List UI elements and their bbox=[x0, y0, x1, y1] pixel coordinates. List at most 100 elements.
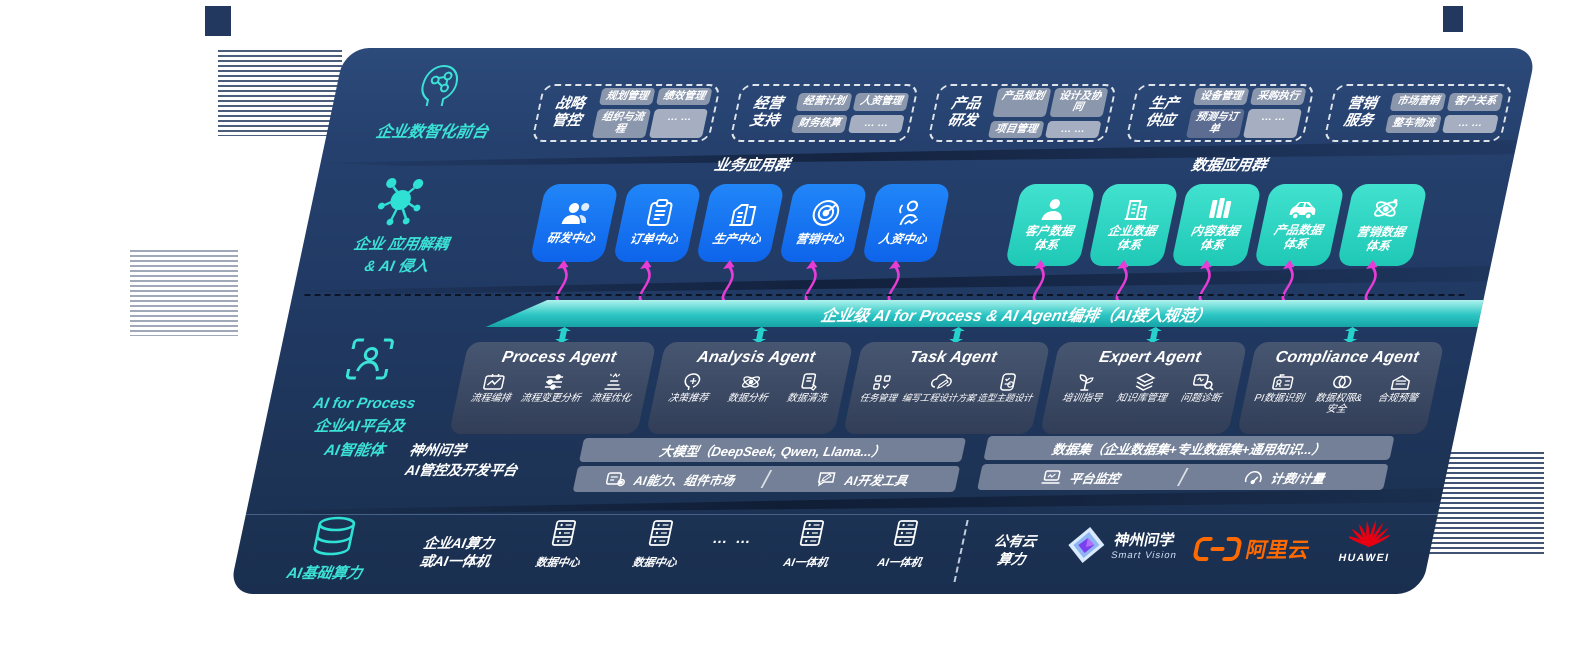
cell-monitor: 平台监控 bbox=[978, 468, 1184, 487]
card-marketing-data: 营销数据 体系 bbox=[1336, 184, 1429, 266]
card-label: 人资中心 bbox=[877, 232, 929, 247]
huawei-name: HUAWEI bbox=[1337, 552, 1391, 564]
glitch-square-top-left bbox=[205, 6, 231, 36]
tag: 人资管理 bbox=[852, 93, 910, 111]
tag: 采购执行 bbox=[1249, 87, 1307, 106]
tag: 预测与订单 bbox=[1185, 109, 1245, 139]
agent-title: Process Agent bbox=[500, 349, 619, 366]
card-label: 产品数据 体系 bbox=[1272, 223, 1324, 251]
columns-icon bbox=[1209, 198, 1232, 219]
band-highlight bbox=[245, 514, 1438, 515]
card-customer-data: 客户数据 体系 bbox=[1004, 184, 1097, 266]
compute-ellipsis: … … bbox=[710, 530, 755, 547]
card-enterprise-data: 企业数据 体系 bbox=[1087, 184, 1180, 266]
alibaba-cloud-name: 阿里云 bbox=[1243, 539, 1312, 562]
architecture-diagram: 企业数智化前台 战略 管控 规划管理 绩效管理 组织与流程 … … 经营 支持 经营… bbox=[228, 48, 1538, 594]
card-label: 企业数据 体系 bbox=[1106, 224, 1158, 252]
decouple-molecule-icon bbox=[369, 174, 432, 228]
group-title: 营销 服务 bbox=[1342, 95, 1379, 129]
huawei-flower-icon bbox=[1346, 520, 1393, 548]
agent-item: 编写工程设计方案 bbox=[901, 373, 981, 404]
alert-mail-icon bbox=[1390, 375, 1411, 390]
target-icon bbox=[812, 200, 839, 227]
server-icon bbox=[551, 520, 577, 546]
tag-ellipsis: … … bbox=[1242, 109, 1302, 139]
agent-compliance: Compliance Agent PI数据识别 数据权限& 安全 合规预警 bbox=[1236, 342, 1445, 434]
agent-item: 数据权限& 安全 bbox=[1306, 373, 1372, 415]
card-label: 营销中心 bbox=[794, 232, 846, 247]
tag: 财务核算 bbox=[791, 115, 848, 133]
front-group-supply: 生产 供应 设备管理 采购执行 预测与订单 … … bbox=[1125, 84, 1316, 142]
tag: 规划管理 bbox=[598, 87, 656, 106]
grid-gear-icon bbox=[605, 472, 625, 487]
design-check-icon bbox=[1000, 373, 1017, 391]
atom-icon bbox=[1374, 199, 1398, 217]
enterprise-compute-label: 企业AI算力 或AI一体机 bbox=[418, 535, 496, 570]
atom-small-icon bbox=[741, 376, 761, 388]
agent-title: Task Agent bbox=[907, 349, 999, 366]
platform-cells-right: 平台监控 计费/计量 bbox=[977, 464, 1389, 490]
node-ai-appliance-2: AI一体机 bbox=[874, 520, 933, 570]
stripe-decoration-left bbox=[130, 250, 238, 336]
front-group-product: 产品 研发 产品规划 设计及协同 项目管理 … … bbox=[927, 84, 1118, 142]
tag-ellipsis: … … bbox=[1044, 120, 1102, 139]
alibaba-cloud-icon bbox=[1193, 537, 1242, 561]
card-label: 客户数据 体系 bbox=[1023, 224, 1075, 252]
business-apps-title: 业务应用群 bbox=[712, 157, 792, 174]
digital-brain-icon bbox=[412, 62, 468, 110]
workflow-icon bbox=[483, 374, 505, 390]
building-icon bbox=[1124, 200, 1148, 221]
compute-divider-dashed bbox=[953, 520, 969, 582]
gauge-icon bbox=[1245, 471, 1262, 485]
data-apps-title: 数据应用群 bbox=[1189, 157, 1269, 174]
ai-bus-label: 企业级 AI for Process & AI Agent编排（AI接入规范） bbox=[819, 307, 1213, 325]
agent-item: 流程优化 bbox=[581, 373, 644, 405]
agent-title: Expert Agent bbox=[1097, 349, 1203, 366]
card-hr-center: 人资中心 bbox=[861, 184, 952, 262]
tag: 客户关系 bbox=[1446, 93, 1504, 111]
front-group-operation: 经营 支持 经营计划 人资管理 财务核算 … … bbox=[729, 84, 920, 142]
cell-capability-market: AI能力、组件市场 bbox=[573, 470, 767, 489]
agent-item: 数据清洗 bbox=[777, 373, 841, 405]
tag-ellipsis: … … bbox=[848, 115, 905, 133]
ai-scan-person-icon bbox=[342, 336, 398, 382]
chat-pencil-icon bbox=[817, 472, 836, 487]
task-grid-icon bbox=[872, 375, 891, 390]
smartvision-logo: 神州问学 Smart Vision bbox=[1063, 526, 1183, 564]
knowledge-layers-icon bbox=[1135, 373, 1156, 391]
card-marketing-center: 营销中心 bbox=[778, 184, 869, 262]
group-title: 战略 管控 bbox=[550, 95, 587, 129]
agent-item: 知识库管理 bbox=[1112, 373, 1176, 405]
tag: 市场营销 bbox=[1389, 93, 1447, 111]
agent-expert: Expert Agent 培训指导 知识库管理 问题诊断 bbox=[1039, 342, 1248, 434]
agent-item: 问题诊断 bbox=[1171, 373, 1235, 405]
band-shadow-1 bbox=[320, 140, 1518, 166]
models-bar: 大模型（DeepSeek, Qwen, Llama...） bbox=[579, 438, 967, 462]
clipboard-icon bbox=[646, 199, 672, 227]
public-cloud-label: 公有云 算力 bbox=[992, 533, 1038, 568]
card-label: 研发中心 bbox=[545, 231, 597, 246]
card-label: 生产中心 bbox=[711, 232, 763, 247]
node-datacenter-2: 数据中心 bbox=[629, 520, 688, 570]
tag: 产品规划 bbox=[992, 87, 1052, 117]
server-icon bbox=[648, 520, 674, 546]
card-rd-center: 研发中心 bbox=[529, 184, 620, 262]
agent-process: Process Agent 流程编排 流程变更分析 流程优化 bbox=[448, 342, 657, 434]
id-card-icon bbox=[1271, 374, 1294, 390]
server-icon bbox=[893, 520, 919, 546]
front-office-label: 企业数智化前台 bbox=[374, 124, 490, 141]
compute-database-icon bbox=[307, 516, 362, 558]
agent-item: 流程变更分析 bbox=[519, 373, 586, 405]
node-datacenter-1: 数据中心 bbox=[532, 520, 591, 570]
front-group-marketing: 营销 服务 市场营销 客户关系 整车物流 … … bbox=[1323, 84, 1514, 142]
card-order-center: 订单中心 bbox=[612, 184, 703, 262]
agent-item: PI数据识别 bbox=[1247, 373, 1313, 415]
alibaba-cloud-logo: 阿里云 bbox=[1191, 534, 1312, 564]
group-title: 生产 供应 bbox=[1144, 95, 1181, 129]
decision-head-icon bbox=[684, 373, 700, 390]
agent-title: Compliance Agent bbox=[1273, 349, 1421, 366]
ai-bus-bar: 企业级 AI for Process & AI Agent编排（AI接入规范） bbox=[486, 300, 1508, 327]
group-title: 经营 支持 bbox=[748, 95, 785, 129]
tag: 绩效管理 bbox=[655, 87, 713, 106]
agent-title: Analysis Agent bbox=[695, 349, 817, 366]
